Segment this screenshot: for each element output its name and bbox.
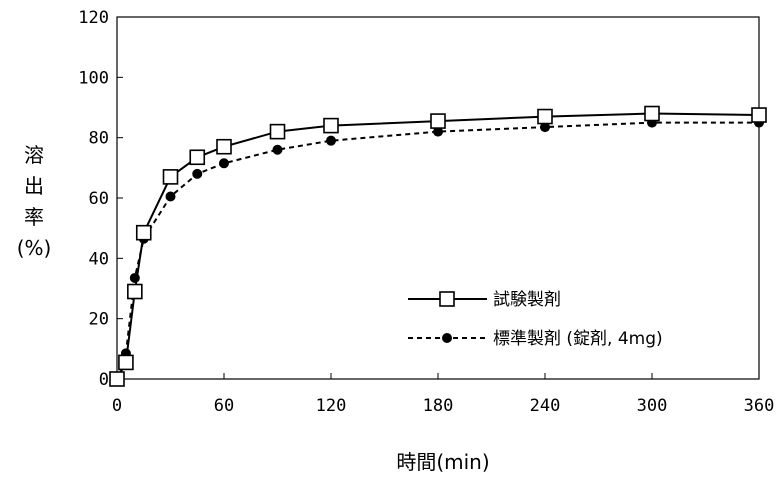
- legend-label: 標準製剤 (錠剤, 4mg): [493, 329, 663, 349]
- data-point-square: [109, 371, 125, 387]
- series-reference: [112, 117, 764, 384]
- data-point-square: [135, 224, 152, 241]
- x-tick-label: 120: [316, 396, 347, 416]
- data-point-circle: [219, 158, 229, 169]
- data-point-circle: [442, 333, 452, 343]
- data-point-square: [269, 123, 286, 140]
- data-point-square: [537, 108, 553, 125]
- data-point-circle: [272, 144, 283, 155]
- legend-item-reference: 標準製剤 (錠剤, 4mg): [408, 329, 663, 349]
- data-point-square: [430, 113, 446, 129]
- plot-area-border: [116, 16, 760, 380]
- x-tick-label: 0: [112, 396, 122, 416]
- data-point-square: [751, 107, 767, 123]
- y-axis-ticks: 0 20 40 60 80 100 120: [78, 8, 123, 390]
- data-point-circle: [165, 191, 176, 202]
- y-tick-label: 120: [78, 8, 109, 28]
- data-point-square: [644, 105, 660, 122]
- data-point-circle: [326, 135, 336, 146]
- x-axis-label: 時間(min): [396, 450, 489, 474]
- legend-item-test: 試験製剤: [408, 290, 561, 310]
- y-axis-label-part: 率: [24, 205, 44, 229]
- legend-label: 試験製剤: [493, 290, 561, 310]
- y-axis-label: 溶出率 (%): [17, 143, 52, 260]
- series-line: [116, 121, 759, 380]
- series-layer: [109, 105, 767, 387]
- x-tick-label: 240: [530, 396, 561, 416]
- y-tick-label: 80: [89, 129, 109, 149]
- data-point-square: [118, 354, 134, 371]
- y-tick-label: 100: [78, 68, 109, 88]
- data-point-square: [216, 138, 232, 155]
- plot-frame: [116, 16, 760, 380]
- data-point-square: [162, 169, 179, 185]
- data-point-square: [439, 291, 455, 307]
- data-point-square: [189, 149, 206, 166]
- data-point-circle: [433, 126, 443, 137]
- series-test: [109, 105, 767, 387]
- y-axis-label-part: 出: [24, 174, 44, 198]
- x-axis-ticks: 0 60 120 180 240 300 360: [112, 373, 774, 416]
- x-tick-label: 300: [637, 396, 668, 416]
- y-axis-label-part: (%): [17, 236, 52, 260]
- data-point-circle: [540, 122, 550, 133]
- x-tick-label: 360: [744, 396, 775, 416]
- x-tick-label: 60: [214, 396, 234, 416]
- y-tick-label: 60: [89, 189, 109, 209]
- y-tick-label: 20: [89, 310, 109, 330]
- y-tick-label: 0: [99, 370, 109, 390]
- series-line: [116, 112, 760, 380]
- data-point-circle: [192, 168, 203, 179]
- x-tick-label: 180: [423, 396, 454, 416]
- y-tick-label: 40: [89, 249, 109, 269]
- y-axis-label-part: 溶: [24, 143, 44, 167]
- data-point-square: [127, 283, 143, 300]
- data-point-square: [323, 117, 339, 134]
